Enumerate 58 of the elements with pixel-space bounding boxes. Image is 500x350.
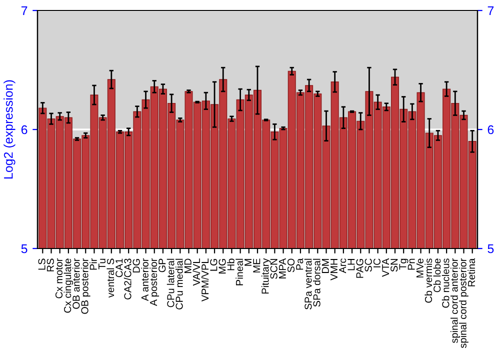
x-tick-label: MG	[218, 258, 226, 274]
x-tick-label: SCN	[270, 259, 278, 279]
x-tick-label: SPa ventral	[304, 258, 312, 310]
x-tick-label: Cb nucleus	[442, 258, 450, 308]
x-tick-label: RS	[46, 258, 54, 272]
x-tick-label: OB anterior	[72, 258, 80, 309]
x-tick-label: CPu lateral	[166, 258, 174, 308]
y-tick-label: 6	[21, 125, 28, 134]
y2-tick-label: 5	[488, 244, 494, 254]
y2-tick-label: 7	[488, 6, 494, 16]
x-tick-label: VA/VL	[192, 258, 200, 286]
x-tick-label: DM	[322, 259, 329, 273]
x-tick-label: Pineal	[236, 258, 243, 286]
y-axis-title: Log2 (expression)	[4, 80, 16, 178]
x-tick-label: DG	[132, 258, 140, 272]
x-tick-label: Arc	[339, 258, 346, 274]
x-tick-label: Tu	[98, 258, 106, 270]
x-tick-label: Pituitary	[261, 258, 271, 294]
x-tick-label: MVe	[416, 258, 424, 278]
x-tick-label: Hb	[227, 258, 234, 270]
x-tick-label: CPu medial	[175, 258, 183, 310]
x-tick-label: PAG	[356, 258, 364, 278]
x-tick-label: MD	[184, 258, 192, 273]
x-tick-label: MPA	[278, 258, 286, 278]
x-tick-label: SC	[364, 258, 372, 272]
x-tick-label: SN	[390, 259, 398, 272]
x-tick-label: LS	[38, 258, 46, 270]
x-tick-label: VMH	[330, 259, 338, 280]
x-tick-label: ventral S	[106, 258, 114, 298]
y2-tick-label: 6	[488, 125, 494, 134]
x-tick-label: Cx motor	[55, 258, 63, 298]
x-tick-label: spinal cord anterior	[450, 258, 460, 343]
x-tick-label: spinal cord posterior	[459, 258, 468, 348]
x-tick-label: Cb lobe	[433, 258, 441, 292]
x-tick-label: Pir	[90, 258, 97, 270]
x-tick-label: LG	[210, 258, 218, 271]
x-tick-label: Pa	[296, 258, 304, 270]
x-tick-label: SO	[287, 258, 295, 272]
x-tick-label: CA1	[116, 258, 123, 278]
x-tick-label: GP	[158, 258, 166, 272]
x-tick-label: IC	[373, 258, 380, 268]
x-tick-label: Tg	[399, 258, 408, 270]
x-tick-label: ME	[253, 258, 260, 272]
x-tick-label: M	[244, 259, 252, 266]
y-tick-label: 7	[21, 6, 28, 16]
x-tick-label: SPa dorsal	[312, 258, 320, 307]
x-tick-label: LH	[348, 259, 355, 270]
y-tick-label: 5	[21, 244, 28, 254]
x-tick-label: Cx cingulate	[64, 258, 74, 313]
x-tick-label: VPM/VPL	[201, 258, 209, 302]
x-tick-label: VTA	[382, 258, 389, 277]
x-tick-label: OB posterior	[80, 258, 90, 314]
x-tick-label: CA2/CA3	[124, 258, 132, 300]
x-tick-label: A anterior	[141, 258, 148, 302]
x-tick-label: Cb vermis	[424, 258, 432, 303]
x-tick-label: Retina	[468, 258, 476, 286]
x-tick-label: A posterior	[150, 258, 160, 306]
x-tick-label: Pn	[408, 258, 415, 270]
